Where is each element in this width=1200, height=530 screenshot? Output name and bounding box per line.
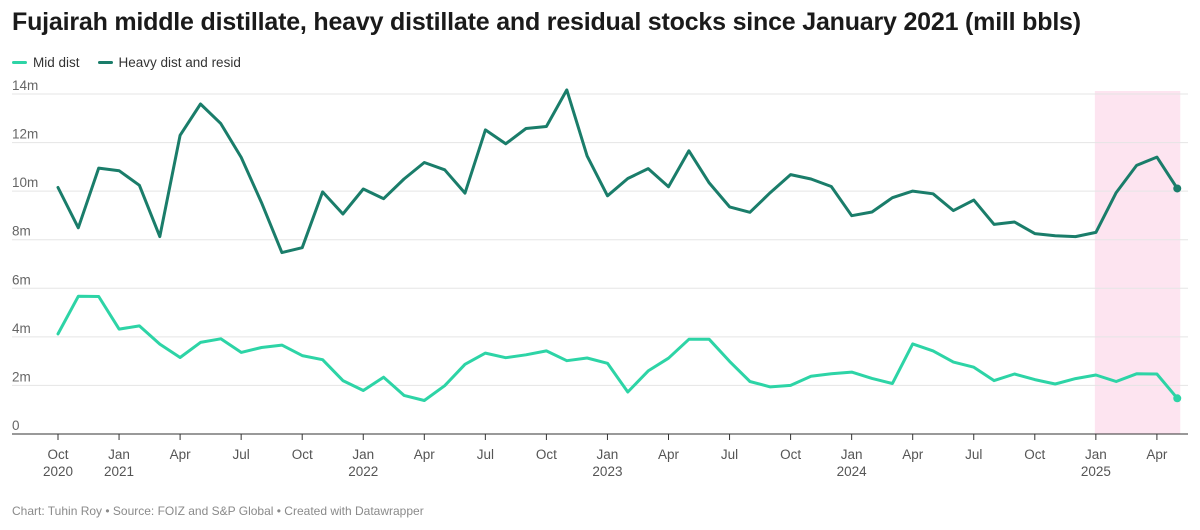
x-tick-label: Jan	[1085, 447, 1107, 462]
x-tick-label: Oct	[292, 447, 313, 462]
x-tick-label: Oct	[536, 447, 557, 462]
x-tick-label: Apr	[658, 447, 680, 462]
highlight-band	[1094, 91, 1181, 434]
x-tick-year-label: 2023	[592, 464, 622, 479]
x-tick-label: Oct	[1024, 447, 1045, 462]
chart-footer: Chart: Tuhin Roy • Source: FOIZ and S&P …	[12, 504, 424, 518]
x-tick-year-label: 2020	[43, 464, 73, 479]
x-tick-label: Jul	[233, 447, 250, 462]
x-tick-label: Jan	[108, 447, 130, 462]
y-tick-label: 12m	[12, 127, 38, 142]
x-tick-label: Jan	[597, 447, 619, 462]
series-line-mid-dist	[56, 294, 1179, 402]
x-tick-year-label: 2024	[837, 464, 868, 479]
x-tick-label: Jul	[721, 447, 738, 462]
x-tick-year-label: 2025	[1081, 464, 1111, 479]
end-point-mid-dist	[1173, 394, 1182, 403]
x-tick-label: Jan	[352, 447, 374, 462]
legend-item-mid-dist: Mid dist	[12, 55, 80, 70]
x-tick-label: Apr	[1146, 447, 1168, 462]
x-tick-label: Jul	[477, 447, 494, 462]
legend-swatch-mid-dist	[12, 61, 27, 64]
x-tick-label: Jul	[965, 447, 982, 462]
x-tick-year-label: 2022	[348, 464, 378, 479]
y-tick-label: 10m	[12, 175, 38, 190]
x-tick-label: Apr	[170, 447, 192, 462]
x-tick-label: Apr	[902, 447, 924, 462]
legend-item-heavy-dist: Heavy dist and resid	[97, 55, 241, 70]
x-tick-label: Oct	[780, 447, 801, 462]
y-tick-label: 8m	[12, 224, 31, 239]
legend-swatch-heavy-dist	[97, 61, 113, 64]
y-tick-label: 6m	[12, 272, 31, 287]
legend-label-heavy-dist: Heavy dist and resid	[118, 55, 241, 70]
y-tick-label: 0	[12, 418, 20, 433]
y-tick-label: 14m	[12, 78, 38, 93]
x-tick-label: Oct	[47, 447, 68, 462]
x-tick-label: Jan	[841, 447, 863, 462]
series-line-heavy-dist	[56, 88, 1179, 255]
legend-label-mid-dist: Mid dist	[33, 55, 80, 70]
chart-title: Fujairah middle distillate, heavy distil…	[12, 8, 1081, 36]
chart-legend: Mid dist Heavy dist and resid	[12, 55, 241, 70]
end-point-heavy-dist	[1173, 184, 1182, 193]
x-tick-year-label: 2021	[104, 464, 134, 479]
y-tick-label: 2m	[12, 369, 31, 384]
x-tick-label: Apr	[414, 447, 436, 462]
y-tick-label: 4m	[12, 321, 31, 336]
